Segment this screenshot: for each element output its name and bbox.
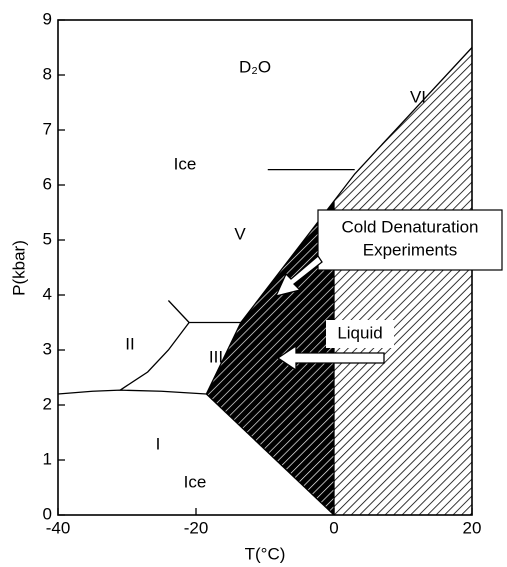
phase-region xyxy=(206,47,472,515)
phase-region xyxy=(206,200,334,515)
y-tick-label: 0 xyxy=(43,504,52,523)
x-axis-label: T(°C) xyxy=(245,544,286,563)
callout-box xyxy=(317,209,503,271)
phase-boundary xyxy=(167,300,190,323)
callout-arrow xyxy=(274,255,323,297)
y-tick-label: 5 xyxy=(43,229,52,248)
liquid-arrow xyxy=(276,344,385,372)
phase-label: D₂O xyxy=(239,57,271,76)
y-tick-label: 1 xyxy=(43,449,52,468)
y-tick-label: 7 xyxy=(43,119,52,138)
y-axis-label: P(kbar) xyxy=(9,240,28,296)
phase-label: VI xyxy=(410,87,426,106)
phase-label: V xyxy=(234,224,246,243)
y-tick-label: 3 xyxy=(43,339,52,358)
phase-label: III xyxy=(209,347,223,366)
y-tick-label: 9 xyxy=(43,9,52,28)
phase-boundary xyxy=(119,322,190,391)
phase-label: Ice xyxy=(174,154,197,173)
x-tick-label: 20 xyxy=(463,518,482,537)
y-tick-label: 6 xyxy=(43,174,52,193)
y-tick-label: 8 xyxy=(43,64,52,83)
phase-boundary xyxy=(57,389,207,395)
phase-label: I xyxy=(156,434,161,453)
x-tick-label: -40 xyxy=(46,518,71,537)
callout-text: Experiments xyxy=(363,240,457,259)
phase-label: II xyxy=(125,334,134,353)
liquid-label: Liquid xyxy=(337,323,382,342)
y-tick-label: 4 xyxy=(43,284,52,303)
x-tick-label: 0 xyxy=(329,518,338,537)
phase-boundary xyxy=(205,47,473,516)
liquid-box xyxy=(326,320,394,348)
y-tick-label: 2 xyxy=(43,394,52,413)
x-tick-label: -20 xyxy=(184,518,209,537)
callout-text: Cold Denaturation xyxy=(341,217,478,236)
phase-label: Ice xyxy=(184,472,207,491)
regions xyxy=(206,47,472,515)
